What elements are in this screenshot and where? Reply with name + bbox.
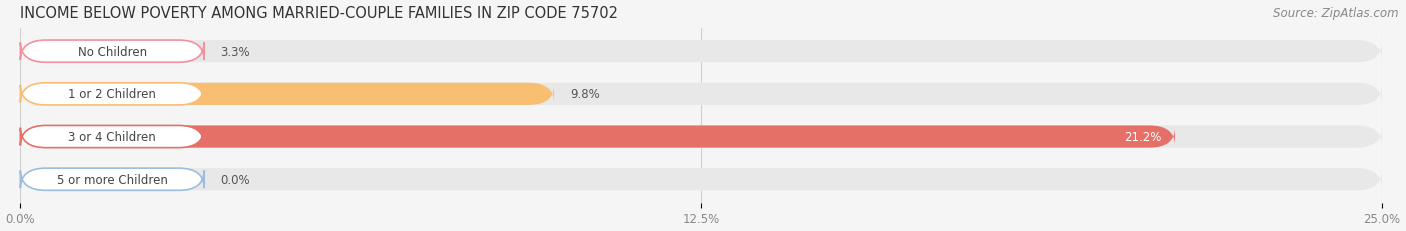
Text: 9.8%: 9.8%: [571, 88, 600, 101]
FancyBboxPatch shape: [20, 126, 1382, 148]
FancyBboxPatch shape: [20, 126, 1175, 148]
FancyBboxPatch shape: [20, 168, 204, 191]
FancyBboxPatch shape: [20, 83, 1382, 106]
Text: No Children: No Children: [77, 46, 146, 58]
FancyBboxPatch shape: [20, 168, 1382, 191]
FancyBboxPatch shape: [20, 168, 59, 191]
Text: 0.0%: 0.0%: [221, 173, 250, 186]
FancyBboxPatch shape: [20, 41, 204, 63]
Text: INCOME BELOW POVERTY AMONG MARRIED-COUPLE FAMILIES IN ZIP CODE 75702: INCOME BELOW POVERTY AMONG MARRIED-COUPL…: [20, 6, 619, 21]
FancyBboxPatch shape: [20, 41, 200, 63]
FancyBboxPatch shape: [20, 126, 204, 148]
Text: 1 or 2 Children: 1 or 2 Children: [69, 88, 156, 101]
Text: 3 or 4 Children: 3 or 4 Children: [69, 131, 156, 143]
FancyBboxPatch shape: [20, 41, 1382, 63]
Text: 21.2%: 21.2%: [1123, 131, 1161, 143]
Text: Source: ZipAtlas.com: Source: ZipAtlas.com: [1274, 7, 1399, 20]
FancyBboxPatch shape: [20, 83, 554, 106]
FancyBboxPatch shape: [20, 83, 204, 106]
Text: 3.3%: 3.3%: [221, 46, 250, 58]
Text: 5 or more Children: 5 or more Children: [56, 173, 167, 186]
